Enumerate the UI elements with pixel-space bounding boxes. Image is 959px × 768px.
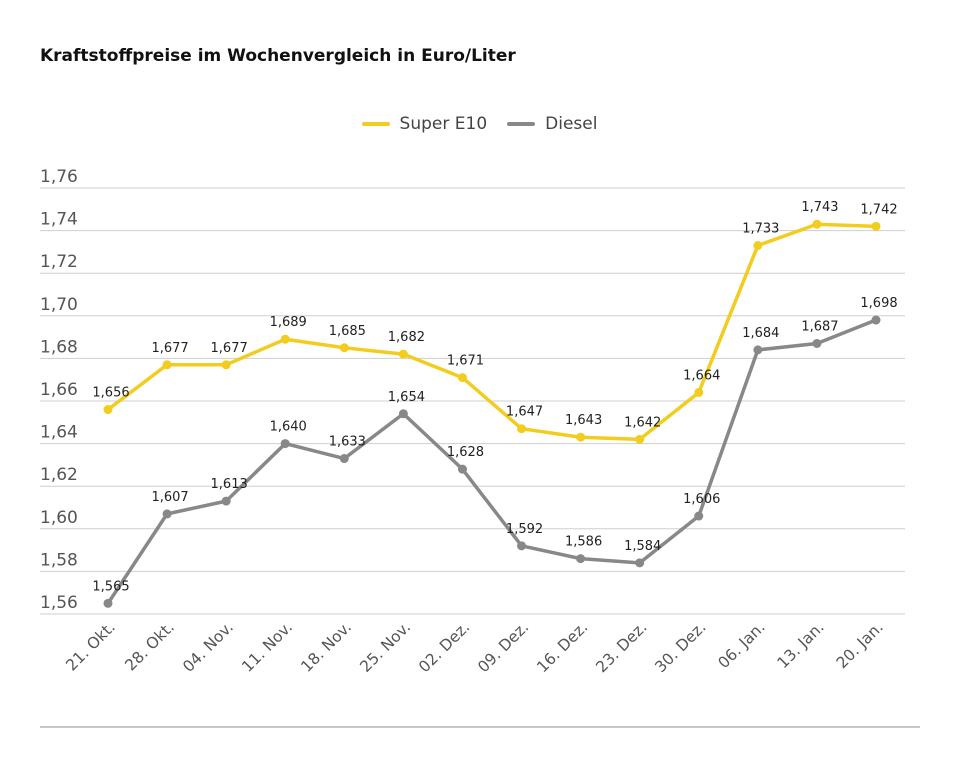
data-point-diesel: [576, 554, 586, 564]
data-label-diesel: 1,684: [742, 326, 779, 341]
x-tick-label: 25. Nov.: [357, 618, 415, 676]
data-label-diesel: 1,586: [565, 535, 602, 550]
data-point-diesel: [635, 558, 645, 568]
data-label-super-e10: 1,664: [683, 368, 720, 383]
legend-label-diesel: Diesel: [545, 114, 598, 134]
series-line-diesel: [106, 318, 878, 606]
data-point-super-e10: [812, 219, 822, 229]
data-label-diesel: 1,628: [447, 445, 484, 460]
data-point-diesel: [753, 345, 763, 355]
data-point-super-e10: [753, 241, 763, 251]
x-tick-label: 02. Dez.: [415, 618, 473, 676]
legend-item-diesel: Diesel: [507, 114, 597, 134]
data-point-super-e10: [103, 405, 113, 415]
legend-label-super-e10: Super E10: [399, 114, 488, 134]
x-tick-label: 04. Nov.: [179, 618, 237, 676]
data-label-diesel: 1,606: [683, 492, 720, 507]
series-group: 1,656 1,677 1,677 1,689 1,685 1,682 1,671 1,647…: [92, 200, 898, 608]
data-point-super-e10: [280, 334, 290, 344]
data-label-diesel: 1,584: [624, 539, 661, 554]
data-point-diesel: [694, 511, 704, 521]
y-tick-label: 1,76: [40, 167, 78, 187]
data-label-super-e10: 1,742: [860, 202, 897, 217]
chart-title: Kraftstoffpreise im Wochenvergleich in E…: [40, 46, 516, 66]
data-point-super-e10: [871, 221, 881, 231]
data-label-diesel: 1,698: [860, 296, 897, 311]
y-tick-label: 1,66: [40, 380, 78, 400]
data-point-diesel: [457, 464, 467, 474]
data-label-diesel: 1,613: [211, 477, 248, 492]
data-point-diesel: [103, 598, 113, 608]
data-point-diesel: [871, 315, 881, 325]
data-label-super-e10: 1,743: [801, 200, 838, 215]
data-point-diesel: [517, 541, 527, 551]
series-super-e10: 1,656 1,677 1,677 1,689 1,685 1,682 1,671 1,647…: [92, 200, 898, 444]
data-point-super-e10: [221, 360, 231, 370]
gridlines: [40, 187, 905, 615]
x-tick-label: 13. Jan.: [774, 618, 828, 672]
data-point-super-e10: [162, 360, 172, 370]
y-tick-label: 1,56: [40, 593, 78, 613]
legend-item-super-e10: Super E10: [361, 114, 488, 134]
x-tick-label: 06. Jan.: [715, 618, 769, 672]
data-label-super-e10: 1,642: [624, 415, 661, 430]
x-axis-tick-labels: 21. Okt. 28. Okt. 04. Nov. 11. Nov. 18. Nov.…: [62, 618, 886, 676]
data-label-super-e10: 1,656: [92, 386, 129, 401]
legend-swatch-super-e10: [361, 122, 390, 126]
data-label-super-e10: 1,643: [565, 413, 602, 428]
data-label-diesel: 1,640: [270, 420, 307, 435]
data-point-diesel: [398, 409, 408, 419]
data-label-diesel: 1,687: [801, 319, 838, 334]
data-point-super-e10: [576, 432, 586, 442]
legend-swatch-diesel: [507, 122, 536, 126]
y-tick-label: 1,70: [40, 295, 78, 315]
x-tick-label: 20. Jan.: [833, 618, 887, 672]
legend: Super E10 Diesel: [0, 114, 959, 134]
x-tick-label: 11. Nov.: [238, 618, 296, 676]
data-point-super-e10: [517, 424, 527, 434]
data-label-super-e10: 1,677: [211, 341, 248, 356]
data-label-diesel: 1,654: [388, 390, 425, 405]
y-tick-label: 1,64: [40, 423, 78, 443]
y-tick-label: 1,68: [40, 337, 78, 357]
data-point-super-e10: [339, 343, 349, 353]
data-label-super-e10: 1,671: [447, 354, 484, 369]
data-point-super-e10: [694, 387, 704, 397]
data-point-super-e10: [635, 434, 645, 444]
y-tick-label: 1,72: [40, 252, 78, 272]
x-tick-label: 23. Dez.: [592, 618, 650, 676]
data-label-diesel: 1,592: [506, 522, 543, 537]
y-tick-label: 1,60: [40, 508, 78, 528]
x-tick-label: 21. Okt.: [62, 618, 118, 674]
data-label-diesel: 1,633: [329, 435, 366, 450]
series-line-super-e10: [106, 222, 878, 442]
data-label-diesel: 1,607: [151, 490, 188, 505]
bottom-divider: [40, 726, 920, 728]
y-axis-tick-labels: 1,56 1,58 1,60 1,62 1,64 1,66 1,68 1,70 1,72 1,74…: [40, 167, 78, 613]
x-tick-label: 18. Nov.: [297, 618, 355, 676]
data-point-super-e10: [457, 373, 467, 383]
y-tick-label: 1,62: [40, 465, 78, 485]
x-tick-label: 30. Dez.: [652, 618, 710, 676]
data-point-diesel: [812, 338, 822, 348]
x-tick-label: 16. Dez.: [533, 618, 591, 676]
series-diesel: 1,565 1,607 1,613 1,640 1,633 1,654 1,628 1,592…: [92, 296, 898, 608]
data-point-diesel: [339, 454, 349, 464]
data-label-super-e10: 1,647: [506, 405, 543, 420]
data-label-super-e10: 1,685: [329, 324, 366, 339]
data-point-diesel: [280, 439, 290, 449]
data-point-diesel: [162, 509, 172, 519]
data-label-super-e10: 1,689: [270, 315, 307, 330]
y-tick-label: 1,74: [40, 210, 78, 230]
y-tick-label: 1,58: [40, 550, 78, 570]
data-label-super-e10: 1,677: [151, 341, 188, 356]
data-point-diesel: [221, 496, 231, 506]
data-label-super-e10: 1,682: [388, 330, 425, 345]
x-tick-label: 28. Okt.: [122, 618, 178, 674]
data-point-super-e10: [398, 349, 408, 359]
data-label-diesel: 1,565: [92, 579, 129, 594]
x-tick-label: 09. Dez.: [474, 618, 532, 676]
data-label-super-e10: 1,733: [742, 222, 779, 237]
